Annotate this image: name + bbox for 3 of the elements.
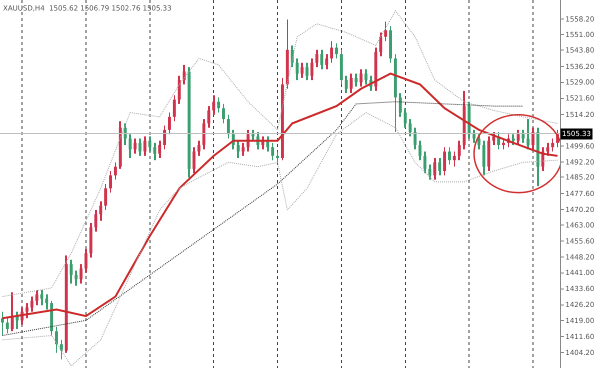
line-series xyxy=(2,10,558,298)
line-series xyxy=(2,101,524,336)
line-series xyxy=(2,112,558,366)
